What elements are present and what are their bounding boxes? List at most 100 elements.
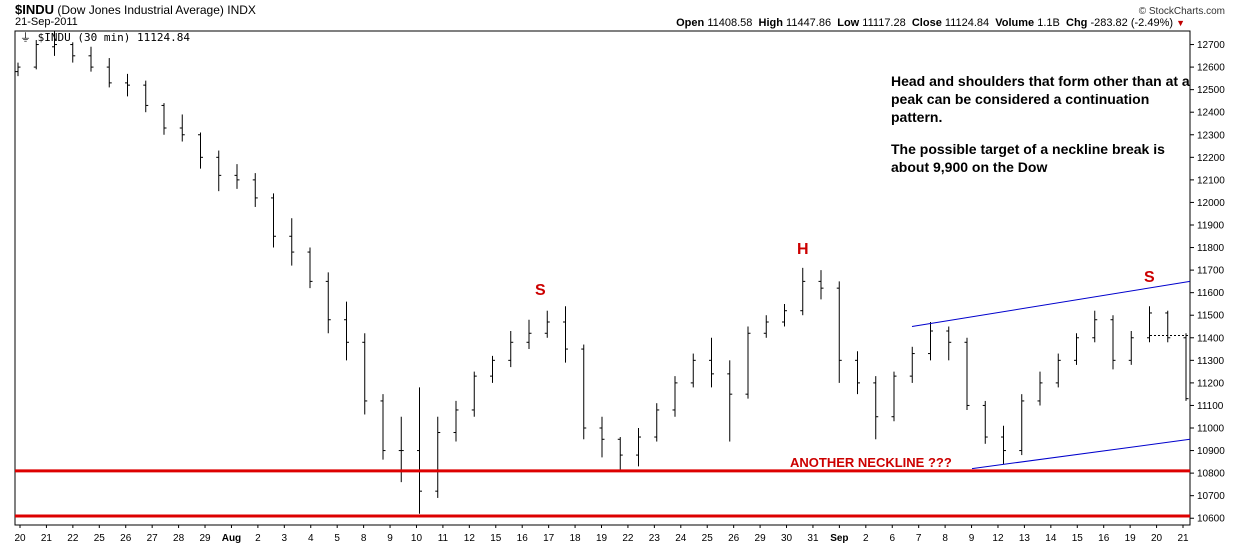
x-tick-label: 28 bbox=[173, 533, 185, 544]
y-tick-label: 12100 bbox=[1197, 175, 1225, 186]
y-tick-label: 10800 bbox=[1197, 469, 1225, 480]
x-tick-label: 20 bbox=[1151, 533, 1163, 544]
x-tick-label: 26 bbox=[728, 533, 740, 544]
close-label: Close bbox=[911, 17, 942, 29]
x-tick-label: 17 bbox=[543, 533, 555, 544]
y-tick-label: 10700 bbox=[1197, 491, 1225, 502]
x-tick-label: 4 bbox=[308, 533, 314, 544]
chart-legend: ⏚ $INDU (30 min) 11124.84 bbox=[20, 31, 190, 44]
x-tick-label: 7 bbox=[916, 533, 922, 544]
y-tick-label: 12200 bbox=[1197, 153, 1225, 164]
y-tick-label: 11100 bbox=[1197, 401, 1224, 412]
annotation-note: Head and shoulders that form other than … bbox=[891, 72, 1191, 190]
x-tick-label: 19 bbox=[1125, 533, 1137, 544]
symbol-name: (Dow Jones Industrial Average) bbox=[57, 3, 224, 17]
y-tick-label: 12300 bbox=[1197, 130, 1225, 141]
chart-header: $INDU (Dow Jones Industrial Average) IND… bbox=[15, 0, 1225, 30]
volume-value: 1.1B bbox=[1037, 17, 1060, 29]
x-tick-label: 31 bbox=[807, 533, 819, 544]
neckline-label: ANOTHER NECKLINE ??? bbox=[790, 455, 952, 470]
x-tick-label: 29 bbox=[755, 533, 767, 544]
down-arrow-icon: ▼ bbox=[1176, 18, 1185, 28]
x-tick-label: 30 bbox=[781, 533, 793, 544]
x-tick-label: 2 bbox=[863, 533, 869, 544]
x-axis: 20 21 22 25 26 27 28 29 Aug 2 3 4 5 8 9 10 11 12 15 16 17 18 1… bbox=[14, 525, 1189, 544]
x-tick-label: 20 bbox=[14, 533, 26, 544]
x-tick-label: 12 bbox=[992, 533, 1004, 544]
ohlc-bars bbox=[15, 31, 1189, 514]
exchange: INDX bbox=[227, 3, 256, 17]
x-tick-label: Aug bbox=[222, 533, 241, 544]
x-tick-label: 21 bbox=[41, 533, 53, 544]
y-tick-label: 11000 bbox=[1197, 424, 1225, 435]
x-tick-label: 22 bbox=[622, 533, 634, 544]
right-shoulder-label: S bbox=[1144, 269, 1155, 286]
x-tick-label: 29 bbox=[199, 533, 211, 544]
x-tick-label: 16 bbox=[517, 533, 529, 544]
x-tick-label: 15 bbox=[490, 533, 502, 544]
x-tick-label: 25 bbox=[702, 533, 714, 544]
brand-watermark: © StockCharts.com bbox=[1138, 6, 1225, 17]
y-tick-label: 11300 bbox=[1197, 356, 1225, 367]
close-value: 11124.84 bbox=[944, 17, 990, 29]
y-tick-label: 12600 bbox=[1197, 63, 1225, 74]
chg-label: Chg bbox=[1066, 17, 1088, 29]
x-tick-label: 24 bbox=[675, 533, 687, 544]
ohlc-summary: Open 11408.58 High 11447.86 Low 11117.28… bbox=[676, 17, 1185, 29]
x-tick-label: 13 bbox=[1019, 533, 1031, 544]
y-tick-label: 11800 bbox=[1197, 243, 1225, 254]
symbol-line: $INDU (Dow Jones Industrial Average) IND… bbox=[15, 2, 256, 17]
y-tick-label: 11200 bbox=[1197, 378, 1225, 389]
y-tick-label: 11600 bbox=[1197, 288, 1225, 299]
x-tick-label: 14 bbox=[1045, 533, 1057, 544]
y-tick-label: 11900 bbox=[1197, 220, 1225, 231]
y-tick-label: 11400 bbox=[1197, 333, 1225, 344]
low-label: Low bbox=[837, 17, 860, 29]
y-tick-label: 10900 bbox=[1197, 446, 1225, 457]
x-tick-label: 16 bbox=[1098, 533, 1110, 544]
x-tick-label: 15 bbox=[1072, 533, 1084, 544]
x-tick-label: 9 bbox=[969, 533, 975, 544]
y-tick-label: 12400 bbox=[1197, 108, 1225, 119]
x-tick-label: 22 bbox=[67, 533, 79, 544]
x-tick-label: 25 bbox=[94, 533, 106, 544]
lower-channel-line bbox=[971, 438, 1191, 470]
left-shoulder-label: S bbox=[535, 282, 546, 299]
legend-icon: ⏚ bbox=[20, 31, 38, 44]
upper-channel-line bbox=[911, 280, 1191, 327]
y-tick-label: 11500 bbox=[1197, 311, 1225, 322]
x-tick-label: 19 bbox=[596, 533, 608, 544]
chg-value: -283.82 (-2.49%) bbox=[1090, 17, 1174, 29]
y-tick-label: 10600 bbox=[1197, 514, 1225, 525]
y-tick-label: 12500 bbox=[1197, 85, 1225, 96]
legend-text: $INDU (30 min) 11124.84 bbox=[38, 31, 191, 44]
high-label: High bbox=[758, 17, 783, 29]
x-tick-label: 5 bbox=[334, 533, 340, 544]
x-tick-label: 9 bbox=[387, 533, 393, 544]
x-tick-label: 23 bbox=[649, 533, 661, 544]
open-label: Open bbox=[676, 17, 705, 29]
x-tick-label: 21 bbox=[1177, 533, 1189, 544]
high-value: 11447.86 bbox=[786, 17, 832, 29]
x-tick-label: 11 bbox=[438, 533, 449, 544]
plot-frame bbox=[14, 30, 1191, 526]
x-tick-label: Sep bbox=[830, 533, 848, 544]
symbol: $INDU bbox=[15, 2, 55, 17]
y-tick-label: 12700 bbox=[1197, 40, 1225, 51]
volume-label: Volume bbox=[995, 17, 1035, 29]
x-tick-label: 10 bbox=[411, 533, 423, 544]
open-value: 11408.58 bbox=[707, 17, 753, 29]
y-axis: 10600 10700 10800 10900 11000 11100 11200 11300… bbox=[1190, 40, 1225, 525]
low-value: 11117.28 bbox=[862, 17, 906, 29]
x-tick-label: 8 bbox=[942, 533, 948, 544]
x-tick-label: 27 bbox=[147, 533, 159, 544]
x-tick-label: 12 bbox=[464, 533, 476, 544]
x-tick-label: 2 bbox=[255, 533, 261, 544]
x-tick-label: 26 bbox=[120, 533, 132, 544]
y-tick-label: 12000 bbox=[1197, 198, 1225, 209]
note-target: The possible target of a neckline break … bbox=[891, 141, 1165, 175]
note-continuation: Head and shoulders that form other than … bbox=[891, 73, 1190, 125]
head-label: H bbox=[797, 241, 809, 258]
x-tick-label: 18 bbox=[570, 533, 582, 544]
